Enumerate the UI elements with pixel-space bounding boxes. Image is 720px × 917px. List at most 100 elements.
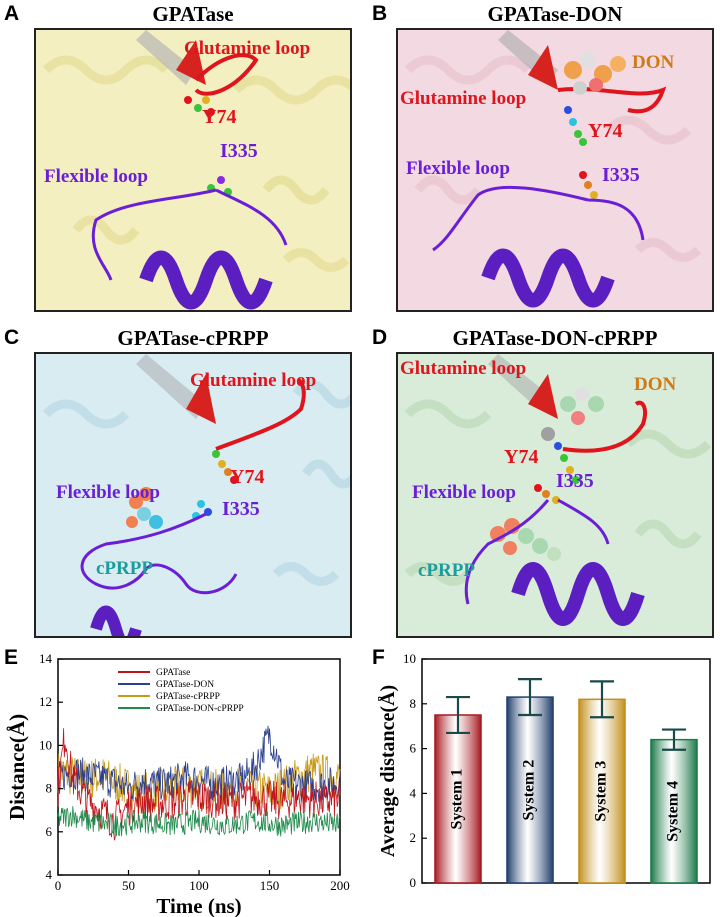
panel-a-glutamine-arrow	[176, 40, 206, 85]
panel-a-y74-label: Y74	[202, 106, 237, 128]
panel-c-glutamine-arrow	[186, 374, 216, 424]
chart-f-category-label-0: System 1	[449, 769, 466, 830]
panel-b-cartoon	[398, 30, 712, 310]
panel-d-glutamine-arrow	[528, 374, 558, 419]
panel-letter-d: D	[372, 326, 388, 349]
panel-letter-f: F	[372, 646, 385, 669]
chart-f-bar-0	[434, 714, 482, 884]
panel-c-helix	[90, 605, 142, 636]
panel-d-i335-residue	[534, 484, 560, 504]
panel-c-y74-label: Y74	[230, 466, 265, 488]
panel-d-i335-label: I335	[556, 470, 594, 492]
chart-f-ytick-label-5: 10	[403, 651, 416, 666]
panel-c-glutamine-label: Glutamine loop	[190, 370, 317, 391]
panel-b-don-label: DON	[632, 52, 675, 73]
chart-f-ytick-label-3: 6	[410, 741, 417, 756]
panel-d-don-label: DON	[634, 374, 677, 395]
chart-e-ytick-label-3: 10	[39, 737, 52, 752]
panel-b-i335-residue	[579, 171, 598, 199]
average-distance-bar-chart: System 1 System 2 System 3 System 4 0 2 4 6 8 10 A…	[378, 651, 711, 890]
panel-d-structure: Glutamine loop DON Y74 I335 Flexible loo…	[396, 352, 714, 638]
panel-a-flexible-loop	[91, 188, 288, 281]
panel-b-i335-label: I335	[602, 164, 640, 186]
chart-e-ytick-label-1: 6	[46, 824, 53, 839]
panel-d-helix	[511, 562, 645, 626]
panel-c-beta-sheet	[136, 354, 206, 419]
panel-b-y74-residue	[564, 106, 587, 146]
panel-a-structure: Glutamine loop Y74 I335 Flexible loop	[34, 28, 352, 312]
panel-c-y74-residue	[212, 450, 238, 484]
panel-d-cprpp-label: cPRPP	[418, 560, 475, 581]
chart-f-frame	[421, 658, 711, 884]
panel-a-cartoon	[36, 30, 350, 310]
panel-b-title: GPATase-DON	[487, 2, 623, 26]
panel-letter-c: C	[4, 326, 20, 349]
chart-e-series-line-3	[57, 806, 341, 837]
panel-b-y74-label: Y74	[588, 120, 623, 142]
panel-d-title: GPATase-DON-cPRPP	[452, 326, 658, 350]
chart-e-legend-label-3: GPATase-DON-cPRPP	[156, 704, 244, 714]
panel-b-glutamine-loop	[557, 86, 667, 114]
panel-c-flexible-loop	[80, 512, 238, 595]
distance-line-chart: 0 50 100 150 200 4 6 8 10 12 14 Time (ns) Distance(Å…	[5, 651, 350, 917]
chart-e-xtick-label-3: 150	[260, 878, 280, 893]
chart-e-legend-label-2: GPATase-cPRPP	[156, 692, 220, 702]
panel-letter-b: B	[372, 2, 388, 25]
panel-c-structure: Glutamine loop Y74 Flexible loop I335 cP…	[34, 352, 352, 638]
chart-f-ytick-label-2: 4	[410, 785, 417, 800]
panel-letter-a: A	[4, 2, 20, 25]
chart-e-ytick-label-2: 8	[46, 781, 53, 796]
panel-a-glutamine-label: Glutamine loop	[184, 38, 311, 59]
chart-f-ytick-label-1: 2	[410, 830, 417, 845]
panel-c-cartoon	[36, 354, 350, 636]
panel-d-ghost-helices	[404, 399, 712, 586]
panel-c-title: GPATase-cPRPP	[117, 326, 269, 350]
panel-a-title: GPATase	[152, 2, 234, 26]
chart-e-xtick-label-1: 50	[122, 878, 135, 893]
panel-a-helix	[139, 250, 273, 310]
panel-b-flexible-label: Flexible loop	[406, 158, 510, 179]
panel-d-flexible-label: Flexible loop	[412, 482, 516, 503]
panel-d-flexible-loop	[464, 498, 610, 605]
chart-e-ytick-label-0: 4	[46, 867, 53, 882]
panel-c-glutamine-loop	[215, 377, 306, 451]
chart-f-ytick-label-4: 8	[410, 696, 417, 711]
panel-a-ghost-helices	[42, 55, 350, 272]
panel-a-glutamine-loop	[194, 53, 259, 96]
chart-f-ytick-label-0: 0	[410, 875, 417, 890]
panel-b-glutamine-arrow	[528, 45, 558, 90]
panel-b-ghost-helices	[404, 55, 702, 262]
chart-f-category-label-2: System 3	[593, 761, 610, 822]
chart-e-xlabel: Time (ns)	[156, 894, 241, 917]
panel-b-glutamine-label: Glutamine loop	[400, 88, 527, 109]
chart-e-ytick-label-5: 14	[39, 651, 53, 666]
panel-b-don-ligand	[564, 52, 626, 95]
panel-c-cprpp-ligand	[126, 487, 163, 529]
panel-c-flexible-label: Flexible loop	[56, 482, 160, 503]
chart-f-ylabel: Average distance(Å)	[378, 685, 399, 857]
panel-d-background	[398, 354, 712, 636]
chart-e-xtick-label-4: 200	[330, 878, 350, 893]
panel-d-cartoon	[398, 354, 712, 636]
panel-b-flexible-loop	[432, 185, 645, 252]
chart-f-category-label-1: System 2	[521, 760, 538, 821]
panel-b-structure: DON Glutamine loop Y74 Flexible loop I33…	[396, 28, 714, 312]
panel-c-cprpp-label: cPRPP	[96, 558, 153, 579]
chart-e-xtick-label-2: 100	[189, 878, 209, 893]
panel-c-i335-label: I335	[222, 498, 260, 520]
panel-d-beta-sheet	[488, 354, 548, 409]
panel-a-i335-label: I335	[220, 140, 258, 162]
chart-e-xtick-label-0: 0	[55, 878, 62, 893]
panel-d-don-ligand	[541, 387, 604, 441]
chart-e-ylabel: Distance(Å)	[5, 714, 29, 820]
panel-d-y74-residue	[554, 442, 580, 484]
panel-letter-e: E	[4, 646, 19, 669]
chart-e-legend-label-0: GPATase	[156, 668, 190, 678]
chart-e-ytick-label-4: 12	[39, 694, 52, 709]
panel-a-flexible-label: Flexible loop	[44, 166, 148, 187]
panel-a-y74-residue	[184, 96, 215, 116]
chart-e-legend-label-1: GPATase-DON	[156, 680, 214, 690]
chart-f-bar-2	[578, 698, 626, 884]
panel-d-glutamine-loop	[562, 400, 647, 453]
chart-f-category-label-3: System 4	[665, 781, 682, 842]
